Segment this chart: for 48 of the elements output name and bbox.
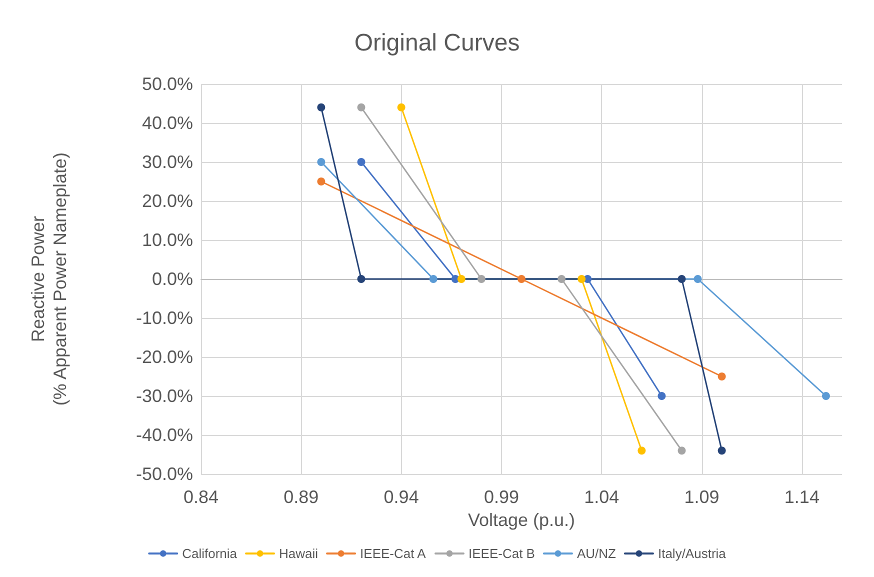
- x-axis-title: Voltage (p.u.): [468, 510, 576, 530]
- point: [678, 275, 686, 283]
- x-tick-label: 0.94: [384, 487, 419, 507]
- y-tick-label: 10.0%: [142, 230, 193, 250]
- y-tick-label: 40.0%: [142, 113, 193, 133]
- y-tick-label: 50.0%: [142, 74, 193, 94]
- point: [718, 446, 726, 455]
- legend-label: Hawaii: [279, 546, 318, 561]
- point: [457, 275, 466, 283]
- chart-title: Original Curves: [354, 30, 520, 56]
- point: [357, 158, 366, 166]
- legend-label: AU/NZ: [576, 546, 616, 561]
- x-tick-label: 1.09: [684, 487, 720, 507]
- x-tick-label: 0.84: [183, 487, 219, 507]
- point: [317, 103, 326, 112]
- point: [357, 275, 366, 283]
- point: [638, 446, 646, 455]
- point: [429, 275, 438, 283]
- point: [678, 446, 686, 455]
- x-tick-label: 1.14: [784, 487, 820, 507]
- point: [694, 275, 702, 283]
- point: [718, 372, 726, 380]
- y-tick-label: -10.0%: [136, 308, 193, 328]
- point: [558, 275, 566, 283]
- y-tick-label: 0.0%: [152, 269, 193, 289]
- point: [518, 275, 526, 283]
- y-tick-label: -50.0%: [136, 464, 193, 484]
- point: [658, 392, 666, 400]
- y-tick-label: -40.0%: [136, 425, 193, 445]
- y-tick-label: 30.0%: [142, 152, 193, 172]
- y-axis-title: Reactive Power (% Apparent Power Nameplate): [28, 152, 70, 406]
- point: [317, 158, 326, 166]
- point: [397, 103, 406, 112]
- legend-label: Italy/Austria: [658, 546, 727, 561]
- point: [578, 275, 586, 283]
- legend-label: California: [182, 546, 238, 561]
- y-tick-label: -30.0%: [136, 386, 193, 406]
- x-tick-label: 0.99: [484, 487, 519, 507]
- point: [822, 392, 830, 400]
- point: [317, 178, 326, 186]
- x-tick-label: 1.04: [584, 487, 620, 507]
- point: [477, 275, 486, 283]
- point: [357, 103, 366, 112]
- legend-label: IEEE-Cat B: [468, 546, 535, 561]
- x-tick-label: 0.89: [284, 487, 319, 507]
- legend-label: IEEE-Cat A: [360, 546, 426, 561]
- y-tick-label: -20.0%: [136, 347, 193, 367]
- y-tick-label: 20.0%: [142, 191, 193, 211]
